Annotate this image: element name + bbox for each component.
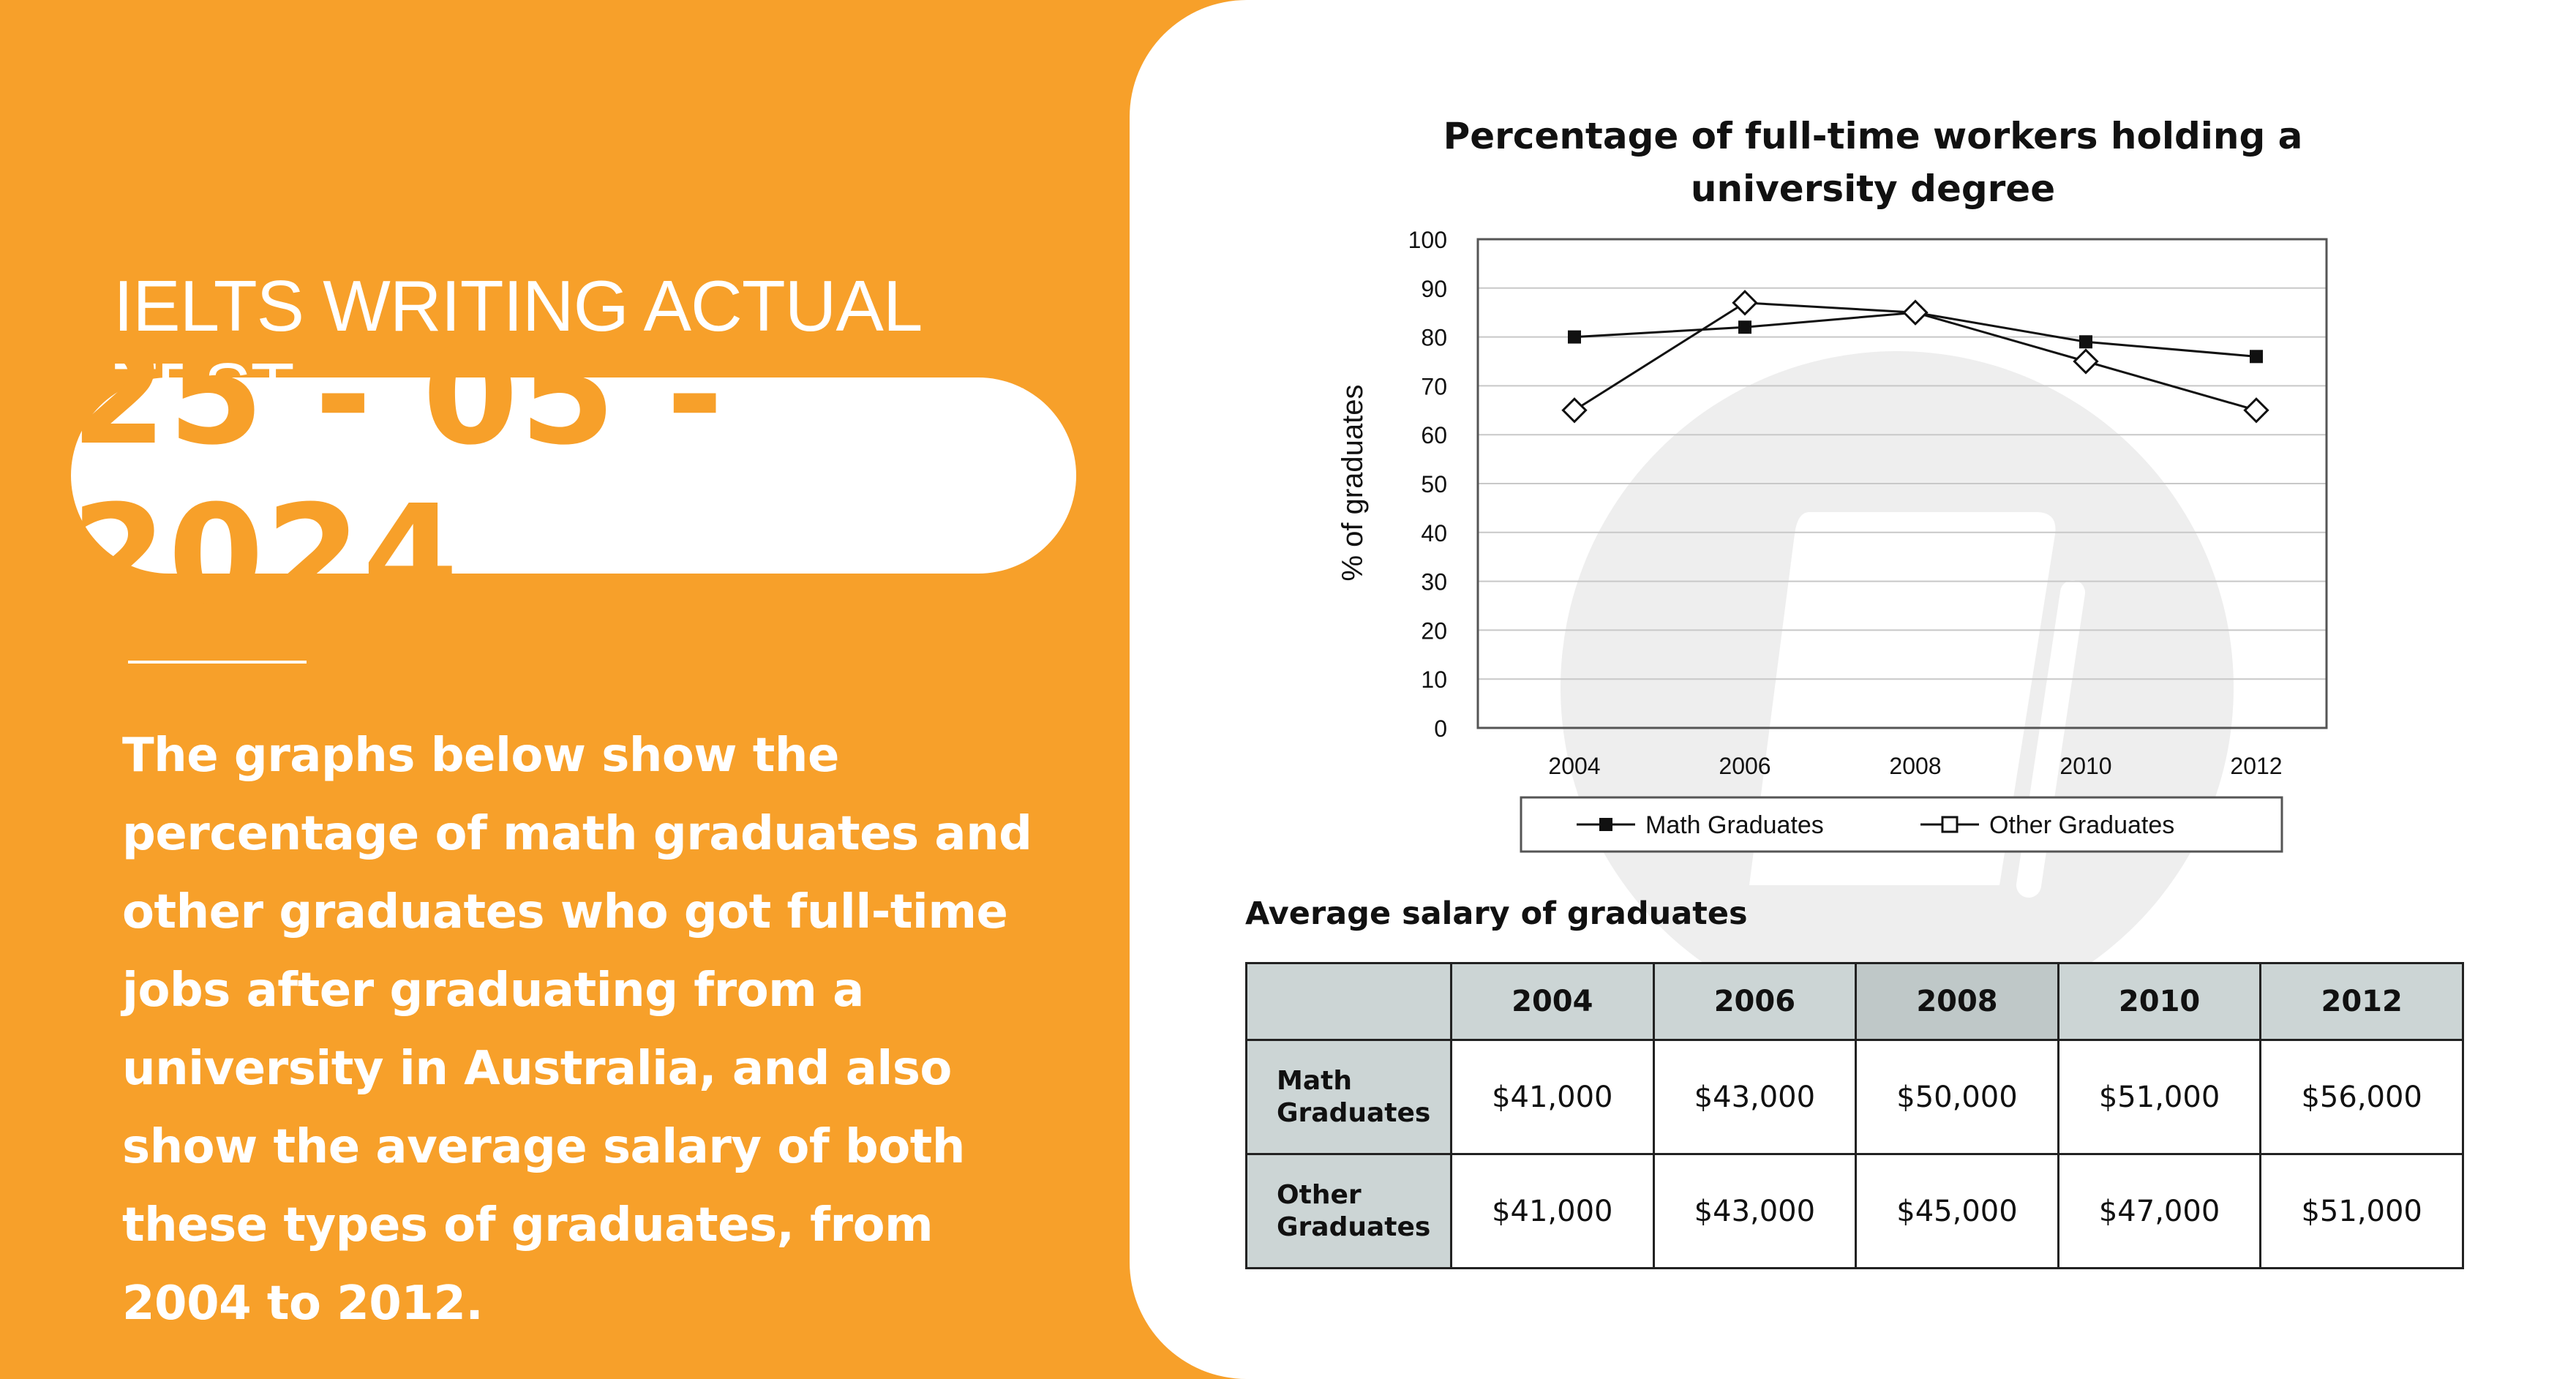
- legend-box: [1520, 796, 2283, 853]
- table-cell: $41,000: [1450, 1153, 1655, 1269]
- table-cell: $51,000: [2057, 1039, 2262, 1155]
- chart-title: Percentage of full-time workers holding …: [1443, 115, 2303, 210]
- x-tick-label: 2006: [1719, 753, 1770, 779]
- y-tick-label: 0: [1434, 715, 1447, 742]
- math-graduates-point: [2250, 350, 2263, 364]
- other-graduates-point: [1561, 397, 1588, 424]
- table-header-cell: 2008: [1855, 962, 2059, 1041]
- other-graduates-legend-marker: [1941, 816, 1959, 833]
- x-tick-labels: 2004 2006 2008 2010 2012: [1548, 753, 2282, 779]
- other-graduates-point: [1902, 299, 1929, 326]
- table-cell: $43,000: [1652, 1153, 1858, 1269]
- other-graduates-point: [2243, 397, 2269, 424]
- headline: IELTS WRITING ACTUAL TEST: [113, 266, 920, 429]
- table-cell: $43,000: [1652, 1039, 1858, 1155]
- y-tick-label: 60: [1421, 422, 1447, 448]
- math-graduates-legend-marker: [1599, 818, 1612, 831]
- table-header-cell: 2006: [1652, 962, 1858, 1041]
- salary-table: 2004 2006 2008 2010 2012 Math Graduates …: [1245, 962, 2464, 1269]
- row-label-math: Math Graduates: [1245, 1039, 1452, 1155]
- other-graduates-point: [1732, 290, 1758, 316]
- math-graduates-legend-label: Math Graduates: [1645, 811, 1824, 839]
- y-tick-label: 50: [1421, 471, 1447, 497]
- math-graduates-point: [2079, 335, 2092, 349]
- y-tick-label: 90: [1421, 276, 1447, 302]
- watermark-book: [1749, 512, 2056, 885]
- x-tick-label: 2004: [1548, 753, 1600, 779]
- table-header-row: 2004 2006 2008 2010 2012: [1245, 962, 2464, 1041]
- table-header-cell: 2012: [2259, 962, 2464, 1041]
- table-header-cell: 2004: [1450, 962, 1655, 1041]
- table-row: Math Graduates $41,000 $43,000 $50,000 $…: [1245, 1039, 2464, 1155]
- other-graduates-legend-label: Other Graduates: [1989, 811, 2174, 839]
- y-tick-labels: 0 10 20 30 40 50 60 70 80 90 100: [1408, 227, 1447, 742]
- chart-series: [1561, 290, 2269, 424]
- chart-gridlines: [1478, 287, 2327, 680]
- table-cell: $50,000: [1855, 1039, 2059, 1155]
- left-panel: IELTS WRITING ACTUAL TEST 25 - 05 - 2024…: [0, 0, 1141, 1379]
- date-pill: 25 - 05 - 2024: [71, 315, 1076, 636]
- y-tick-label: 30: [1421, 569, 1447, 595]
- x-tick-label: 2012: [2230, 753, 2282, 779]
- other-graduates-point: [2073, 348, 2099, 375]
- y-tick-label: 20: [1421, 617, 1447, 644]
- divider: [128, 661, 307, 664]
- plot-frame: [1476, 238, 2328, 729]
- table-corner-cell: [1245, 962, 1452, 1041]
- y-tick-label: 70: [1421, 373, 1447, 399]
- task-description: The graphs below show the percentage of …: [122, 729, 1032, 1331]
- table-cell: $45,000: [1855, 1153, 2059, 1269]
- table-header-cell: 2010: [2057, 962, 2262, 1041]
- table-cell: $56,000: [2259, 1039, 2464, 1155]
- y-tick-label: 40: [1421, 520, 1447, 546]
- table-cell: $47,000: [2057, 1153, 2262, 1269]
- table-title: Average salary of graduates: [1245, 895, 1748, 932]
- math-graduates-point: [1568, 330, 1581, 344]
- chart-legend: Math Graduates Other Graduates: [1577, 811, 2174, 839]
- y-tick-label: 80: [1421, 325, 1447, 351]
- table-cell: $41,000: [1450, 1039, 1655, 1155]
- table-cell: $51,000: [2259, 1153, 2464, 1269]
- table-row: Other Graduates $41,000 $43,000 $45,000 …: [1245, 1153, 2464, 1269]
- test-date: 25 - 05 - 2024: [71, 315, 725, 636]
- x-tick-label: 2010: [2059, 753, 2111, 779]
- y-tick-label: 100: [1408, 227, 1447, 253]
- row-label-other: Other Graduates: [1245, 1153, 1452, 1269]
- math-graduates-point: [1738, 320, 1751, 334]
- y-axis-label: % of graduates: [1337, 384, 1369, 581]
- book-watermark-icon: [1561, 351, 2234, 1024]
- y-tick-label: 10: [1421, 666, 1447, 693]
- x-tick-label: 2008: [1889, 753, 1941, 779]
